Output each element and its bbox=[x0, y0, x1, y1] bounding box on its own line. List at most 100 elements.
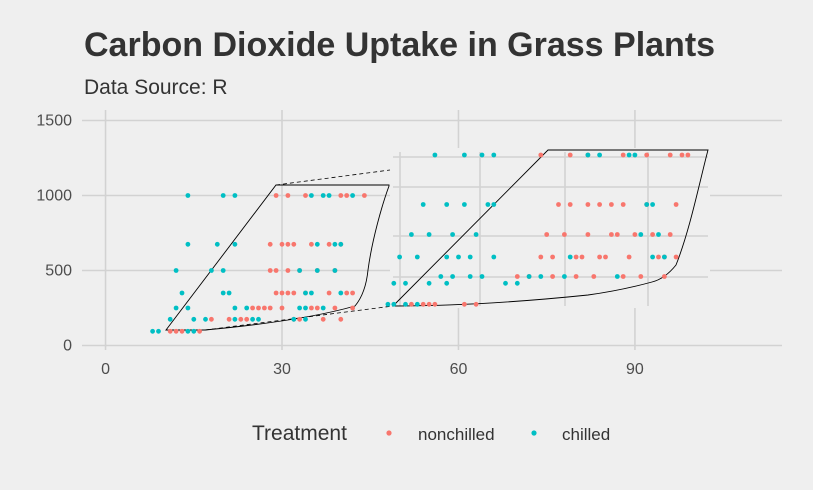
zoom-inset-outline bbox=[391, 149, 709, 307]
point-nonchilled-33 bbox=[320, 316, 326, 322]
point-chilled-35 bbox=[350, 193, 355, 198]
point-nonchilled-64 bbox=[556, 202, 561, 207]
point-nonchilled-48 bbox=[409, 301, 414, 307]
point-nonchilled-92 bbox=[462, 301, 467, 307]
point-chilled-63 bbox=[485, 202, 491, 207]
point-nonchilled-17 bbox=[273, 268, 279, 273]
point-nonchilled-65 bbox=[567, 202, 573, 207]
point-chilled-24 bbox=[185, 193, 191, 198]
point-nonchilled-57 bbox=[550, 254, 555, 260]
point-nonchilled-0 bbox=[167, 328, 173, 334]
point-chilled-28 bbox=[250, 316, 256, 322]
point-chilled-18 bbox=[220, 268, 226, 273]
point-chilled-17 bbox=[209, 268, 214, 273]
point-chilled-20 bbox=[185, 241, 191, 247]
point-chilled-34 bbox=[332, 241, 338, 247]
point-chilled-33 bbox=[314, 241, 320, 247]
point-chilled-77 bbox=[614, 274, 620, 279]
point-chilled-68 bbox=[438, 274, 444, 279]
point-nonchilled-71 bbox=[667, 152, 673, 158]
point-nonchilled-90 bbox=[673, 254, 679, 260]
point-chilled-41 bbox=[303, 316, 308, 322]
point-nonchilled-62 bbox=[585, 232, 591, 237]
point-chilled-37 bbox=[320, 193, 326, 198]
point-nonchilled-45 bbox=[285, 193, 291, 198]
point-chilled-74 bbox=[526, 274, 532, 279]
point-nonchilled-63 bbox=[614, 232, 620, 237]
point-nonchilled-21 bbox=[279, 241, 285, 247]
point-chilled-76 bbox=[491, 202, 497, 207]
point-chilled-46 bbox=[403, 301, 408, 307]
legend-title: Treatment bbox=[252, 422, 347, 445]
point-nonchilled-24 bbox=[273, 193, 279, 198]
point-nonchilled-55 bbox=[573, 274, 579, 279]
point-chilled-27 bbox=[326, 193, 332, 198]
point-nonchilled-27 bbox=[344, 193, 350, 198]
point-chilled-73 bbox=[491, 254, 497, 260]
point-nonchilled-83 bbox=[626, 254, 632, 260]
point-nonchilled-32 bbox=[344, 290, 350, 296]
point-nonchilled-1 bbox=[173, 328, 179, 334]
chart-title: Carbon Dioxide Uptake in Grass Plants bbox=[84, 26, 715, 64]
zoom-connector-top bbox=[275, 169, 391, 186]
legend-key-chilled bbox=[531, 430, 537, 436]
point-chilled-70 bbox=[467, 274, 473, 279]
point-chilled-13 bbox=[220, 290, 226, 296]
point-nonchilled-87 bbox=[650, 232, 655, 237]
point-chilled-53 bbox=[414, 254, 420, 260]
point-chilled-12 bbox=[179, 290, 185, 296]
y-tick-label-3: 1500 bbox=[36, 113, 72, 130]
point-chilled-38 bbox=[338, 290, 344, 296]
point-nonchilled-72 bbox=[603, 254, 608, 260]
point-chilled-32 bbox=[309, 290, 314, 296]
point-chilled-40 bbox=[291, 316, 297, 322]
point-chilled-31 bbox=[303, 305, 308, 311]
x-tick-label-3: 90 bbox=[626, 361, 644, 378]
point-nonchilled-26 bbox=[338, 193, 344, 198]
point-nonchilled-95 bbox=[579, 254, 585, 260]
point-chilled-22 bbox=[232, 241, 238, 247]
point-nonchilled-89 bbox=[620, 202, 626, 207]
point-chilled-0 bbox=[150, 328, 156, 334]
point-chilled-14 bbox=[226, 290, 232, 296]
point-chilled-36 bbox=[309, 193, 314, 198]
point-nonchilled-77 bbox=[662, 274, 667, 279]
point-nonchilled-85 bbox=[609, 232, 614, 237]
point-nonchilled-74 bbox=[632, 232, 638, 237]
point-nonchilled-8 bbox=[250, 305, 256, 311]
point-chilled-91 bbox=[567, 254, 573, 260]
y-tick-label-0: 0 bbox=[63, 338, 72, 355]
x-tick-label-0: 0 bbox=[101, 361, 110, 378]
point-chilled-83 bbox=[632, 152, 638, 158]
point-chilled-8 bbox=[173, 305, 179, 311]
y-tick-label-1: 500 bbox=[45, 263, 72, 280]
point-chilled-30 bbox=[297, 305, 302, 311]
point-nonchilled-6 bbox=[238, 316, 244, 322]
point-chilled-15 bbox=[303, 290, 308, 296]
point-nonchilled-2 bbox=[179, 328, 185, 334]
point-chilled-6 bbox=[203, 316, 208, 322]
point-nonchilled-42 bbox=[338, 316, 344, 322]
point-nonchilled-70 bbox=[620, 152, 626, 158]
point-chilled-87 bbox=[662, 254, 667, 260]
point-nonchilled-11 bbox=[267, 305, 273, 311]
point-nonchilled-34 bbox=[314, 305, 320, 311]
point-nonchilled-14 bbox=[285, 290, 291, 296]
point-chilled-85 bbox=[644, 202, 650, 207]
point-chilled-11 bbox=[244, 305, 250, 311]
x-tick-label-2: 60 bbox=[450, 361, 468, 378]
point-chilled-89 bbox=[514, 280, 520, 286]
point-chilled-4 bbox=[167, 316, 173, 322]
point-nonchilled-25 bbox=[303, 193, 308, 198]
point-nonchilled-81 bbox=[679, 152, 685, 158]
point-chilled-71 bbox=[479, 274, 485, 279]
axis-tick-labels: 0 30 60 90 0 500 1000 1500 bbox=[36, 113, 644, 379]
y-tick-label-2: 1000 bbox=[36, 188, 72, 205]
point-chilled-66 bbox=[479, 152, 485, 158]
point-chilled-64 bbox=[432, 152, 438, 158]
point-nonchilled-20 bbox=[267, 241, 273, 247]
legend-key-nonchilled bbox=[386, 430, 392, 436]
point-chilled-79 bbox=[656, 232, 661, 237]
point-nonchilled-4 bbox=[209, 316, 214, 322]
